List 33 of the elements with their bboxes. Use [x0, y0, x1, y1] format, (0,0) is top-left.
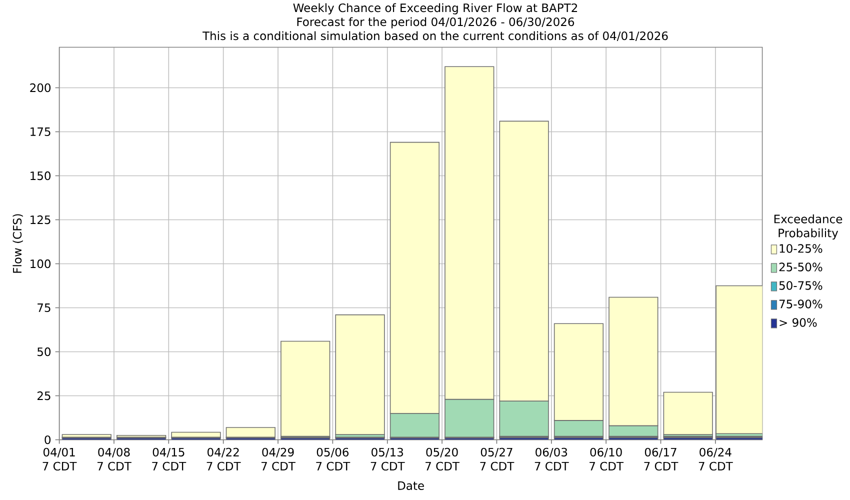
x-axis-title: Date [398, 481, 424, 490]
y-tick-label: 100 [30, 259, 50, 268]
x-tick-label: 04/29 7 CDT [262, 448, 296, 471]
x-tick-label: 04/22 7 CDT [206, 448, 241, 471]
y-tick-label: 75 [38, 304, 50, 312]
x-tick-label: 04/15 7 CDT [152, 448, 186, 471]
x-tick-label: 05/13 7 CDT [370, 448, 405, 471]
x-tick-label: 04/08 7 CDT [97, 448, 132, 471]
legend-label: > 90% [780, 318, 817, 327]
legend-label: 75-90% [779, 300, 822, 308]
y-tick-label: 0 [44, 435, 51, 444]
chart-subtitle: Forecast for the period 04/01/2026 - 06/30/2026 [297, 17, 574, 28]
x-tick-label: 06/17 7 CDT [644, 448, 678, 471]
y-tick-label: 125 [30, 215, 50, 224]
y-tick-label: 175 [30, 127, 50, 136]
y-tick-label: 25 [37, 391, 50, 400]
x-tick-label: 05/27 7 CDT [480, 448, 514, 471]
text: This is a conditional simulation based on the current conditions as of 04/01/2026 [202, 31, 668, 42]
x-tick-label: 05/20 7 CDT [426, 448, 460, 471]
legend-label: 10-25% [780, 244, 822, 253]
y-axis-title: Flow (CFS) [12, 214, 23, 273]
x-tick-label: 06/03 7 CDT [534, 448, 569, 471]
legend-label: 50-75% [779, 281, 822, 290]
legend-title: Exceedance Probability [774, 214, 842, 240]
x-tick-label: 06/24 7 CDT [698, 448, 733, 471]
x-tick-label: 06/10 7 CDT [590, 448, 624, 471]
y-tick-label: 200 [30, 83, 50, 92]
x-tick-label: 05/06 7 CDT [316, 448, 350, 471]
legend-label: 25-50% [779, 262, 822, 272]
y-tick-label: 50 [38, 347, 51, 356]
chart-title: Weekly Chance of Exceeding River Flow at BAPT2 [293, 3, 578, 14]
y-tick-label: 150 [30, 171, 50, 180]
x-tick-label: 04/01 7 CDT [42, 448, 77, 471]
